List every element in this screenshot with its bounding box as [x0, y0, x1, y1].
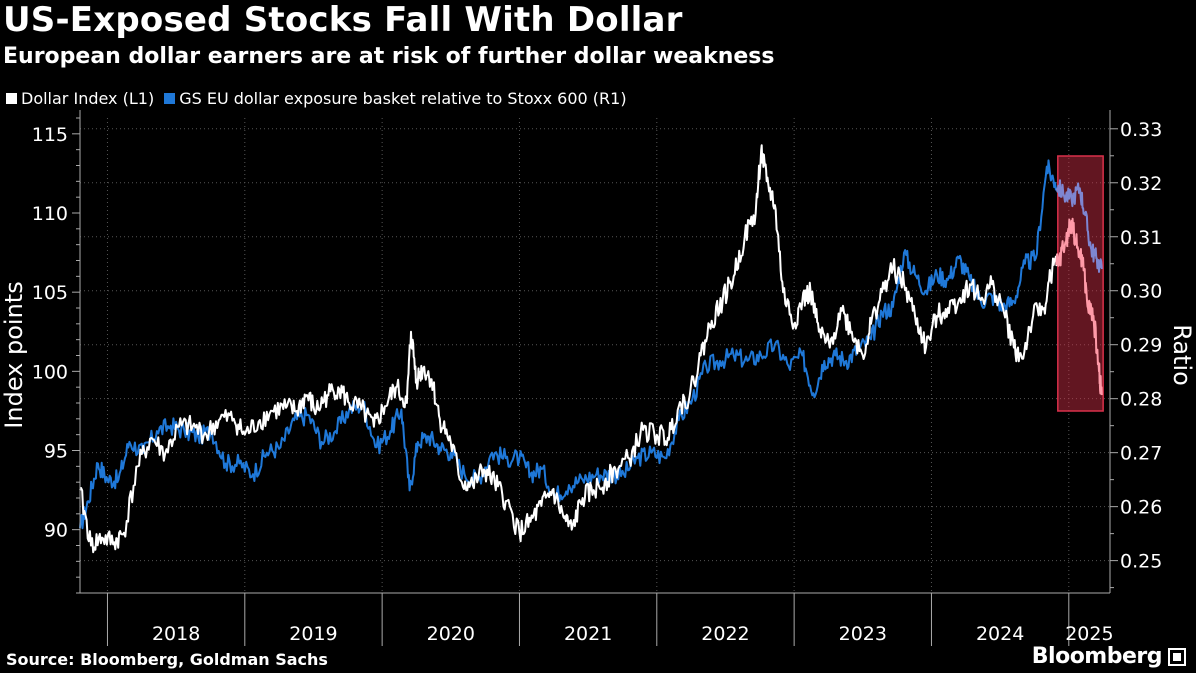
y-right-tick-label: 0.33 [1120, 119, 1162, 141]
y-right-tick-label: 0.26 [1120, 497, 1162, 519]
legend-label-dollar-index: Dollar Index (L1) [21, 89, 155, 108]
y-right-tick-label: 0.27 [1120, 443, 1162, 465]
x-tick-label: 2024 [976, 623, 1024, 645]
y-left-tick-label: 110 [32, 203, 68, 225]
y-left-tick-label: 115 [32, 124, 68, 146]
legend-swatch-dollar-index [6, 93, 17, 104]
legend-item-dollar-index: Dollar Index (L1) [6, 89, 154, 108]
x-tick-label: 2023 [839, 623, 887, 645]
y-right-axis-title: Ratio [1168, 324, 1196, 386]
y-left-tick-label: 100 [32, 361, 68, 383]
grid-lines [80, 118, 1110, 593]
y-left-axis-title: Index points [0, 281, 28, 428]
y-left-tick-label: 95 [44, 441, 68, 463]
y-right-tick-label: 0.30 [1120, 281, 1162, 303]
legend-label-gs-basket: GS EU dollar exposure basket relative to… [179, 89, 627, 108]
x-tick-label: 2019 [289, 623, 337, 645]
x-tick-label: 2020 [427, 623, 475, 645]
chart-title: US-Exposed Stocks Fall With Dollar [3, 0, 683, 40]
bloomberg-logo: Bloomberg [1031, 644, 1163, 669]
chart-subtitle: European dollar earners are at risk of f… [3, 44, 775, 69]
y-left-tick-label: 90 [44, 520, 68, 542]
legend-item-gs-basket: GS EU dollar exposure basket relative to… [164, 89, 627, 108]
dollar-index-series-line [79, 144, 1059, 554]
source-note: Source: Bloomberg, Goldman Sachs [6, 650, 328, 669]
series-lines [79, 144, 1103, 554]
y-right-tick-label: 0.28 [1120, 389, 1162, 411]
y-right-tick-label: 0.25 [1120, 551, 1162, 573]
y-right-tick-label: 0.32 [1120, 173, 1162, 195]
y-left-tick-label: 105 [32, 282, 68, 304]
x-tick-label: 2018 [152, 623, 200, 645]
x-tick-label: 2022 [701, 623, 749, 645]
dollar-index-series-highlight-line [1055, 217, 1103, 396]
gs-basket-series-line [79, 159, 1059, 530]
axes: 2018 2019 2020 2021 2022 2023 2024 2025 90 95 100 1… [32, 110, 1162, 646]
y-right-tick-label: 0.29 [1120, 335, 1162, 357]
x-tick-label: 2025 [1065, 623, 1113, 645]
y-right-tick-label: 0.31 [1120, 227, 1162, 249]
legend: Dollar Index (L1) GS EU dollar exposure … [6, 89, 627, 108]
bloomberg-logo-icon [1168, 648, 1186, 666]
x-tick-label: 2021 [564, 623, 612, 645]
gs-basket-series-highlight-line [1055, 179, 1103, 273]
legend-swatch-gs-basket [164, 93, 176, 104]
